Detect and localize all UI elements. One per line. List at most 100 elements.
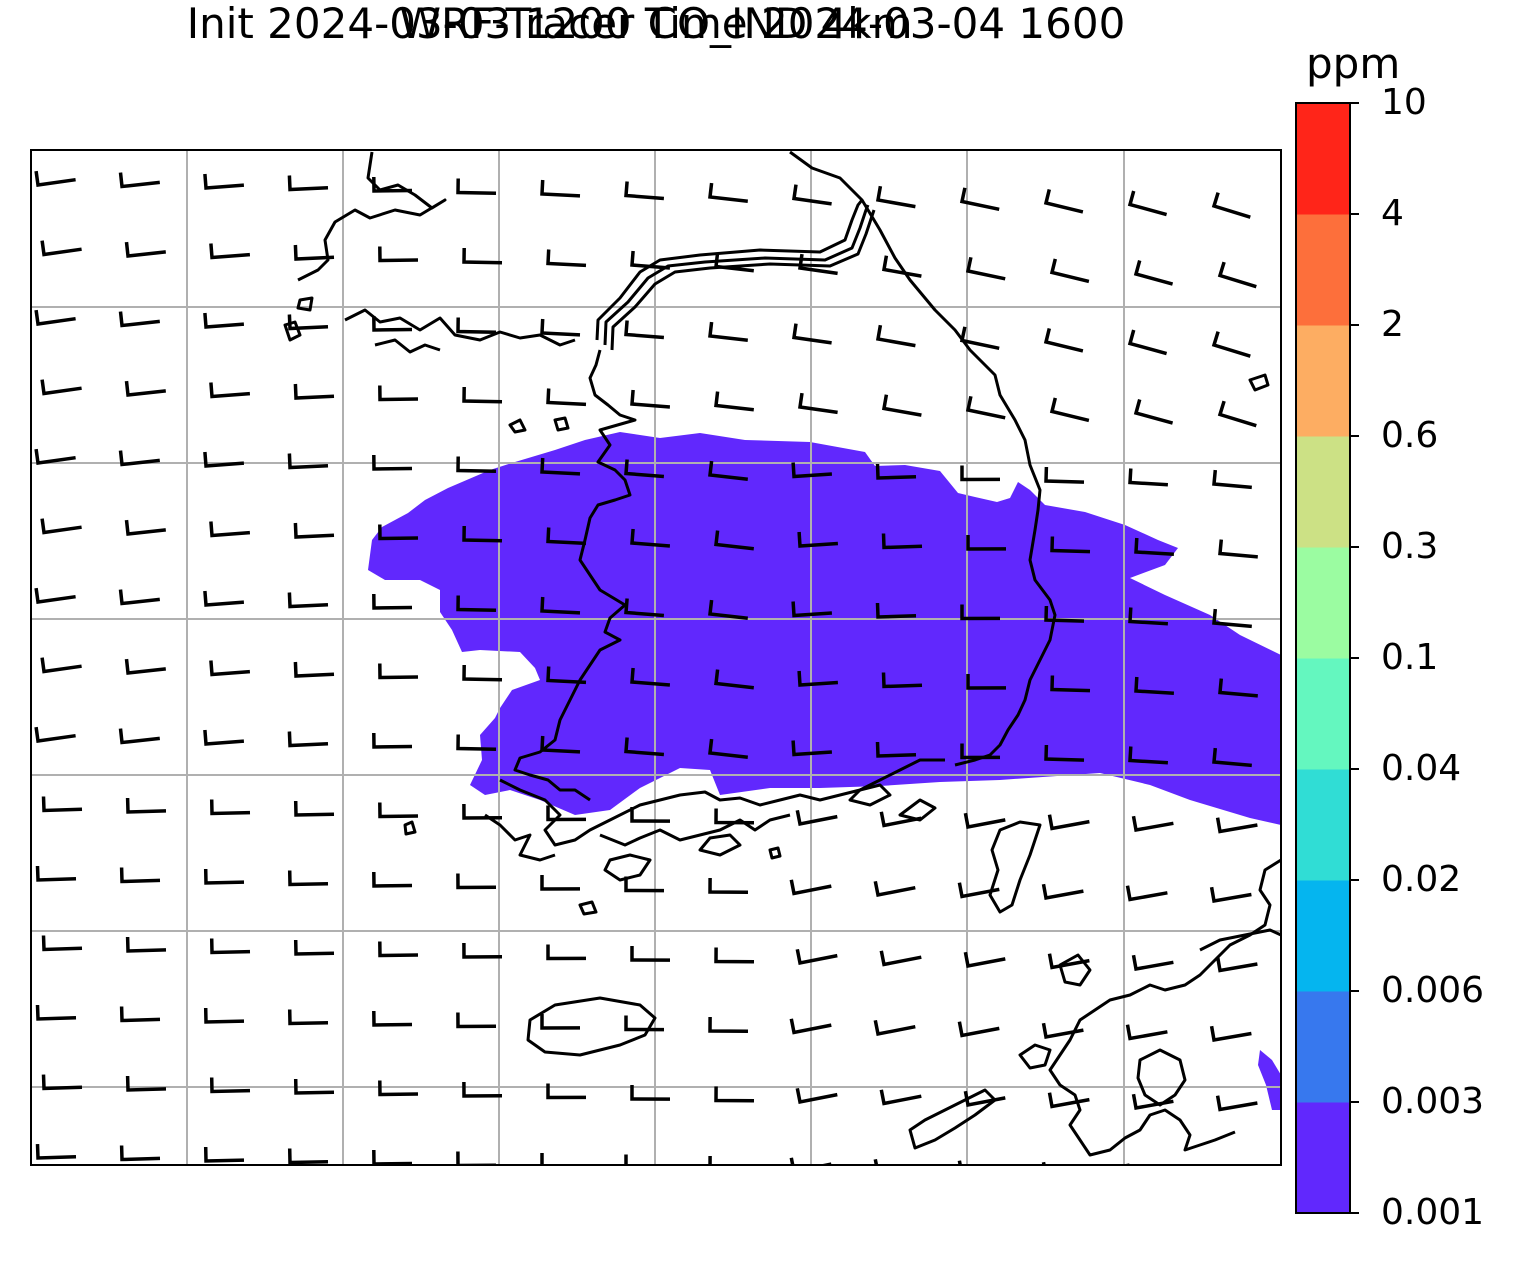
wind-barb <box>963 1090 1006 1108</box>
wind-barb <box>624 320 665 340</box>
wind-barb <box>963 951 1006 969</box>
wind-barb <box>546 805 587 822</box>
wind-barb <box>881 255 922 278</box>
wind-barb <box>1043 327 1084 353</box>
colorbar-segment <box>1296 769 1350 881</box>
wind-barb <box>372 315 413 332</box>
colorbar-segment <box>1296 1102 1350 1214</box>
wind-barb <box>456 178 497 195</box>
wind-barb <box>1131 954 1174 972</box>
wind-barb <box>1044 605 1085 623</box>
wind-barb <box>1133 399 1174 425</box>
wind-barb <box>546 944 587 961</box>
wind-barb <box>630 528 671 548</box>
wind-barb <box>965 256 1006 281</box>
wind-barb <box>456 734 497 751</box>
wind-barb <box>462 664 503 682</box>
wind-barb <box>714 252 754 273</box>
wind-barb <box>795 809 838 827</box>
wind-barb <box>456 873 497 890</box>
wind-barb <box>714 947 755 964</box>
wind-barb <box>1050 536 1091 554</box>
wind-barb <box>40 657 82 674</box>
tracer-plume-region <box>368 432 1281 1110</box>
colorbar-tick-label: 0.006 <box>1381 970 1485 1011</box>
wind-barb <box>966 535 1007 551</box>
wind-barb <box>708 182 748 203</box>
wind-barb <box>960 465 1001 482</box>
wind-barb <box>959 187 1000 212</box>
wind-barb <box>203 590 245 607</box>
wind-barb <box>287 175 329 192</box>
colorbar-tick-label: 0.1 <box>1381 637 1439 678</box>
wind-barb <box>456 1012 497 1029</box>
wind-barb <box>1218 539 1258 559</box>
wind-barb <box>708 460 748 481</box>
wind-barb <box>789 1157 832 1165</box>
wind-barb <box>1134 537 1175 557</box>
colorbar-tick-label: 10 <box>1381 82 1427 123</box>
wind-barb <box>792 323 832 345</box>
wind-barb <box>1127 329 1168 356</box>
wind-barb <box>1128 746 1169 765</box>
wind-barb <box>875 185 916 209</box>
wind-barb <box>293 383 335 400</box>
wind-barb <box>714 1086 755 1103</box>
colorbar-tick-label: 0.001 <box>1381 1192 1485 1233</box>
wind-barb <box>540 596 581 615</box>
wind-barb <box>119 1006 161 1023</box>
wind-barb <box>540 318 581 337</box>
wind-barb <box>41 796 83 813</box>
coastlines <box>283 150 1281 1157</box>
wind-barb <box>1125 1024 1168 1041</box>
colorbar-segment <box>1296 880 1350 992</box>
wind-barb <box>791 601 833 618</box>
wind-barb <box>624 459 665 479</box>
wind-barb <box>1047 1092 1090 1109</box>
wind-barb <box>1211 331 1251 358</box>
wind-barb <box>287 870 329 887</box>
wind-barb <box>372 732 413 749</box>
wind-barb <box>708 321 748 342</box>
wind-barb <box>540 735 581 754</box>
wind-barb <box>540 1153 544 1165</box>
wind-barb <box>963 812 1006 830</box>
wind-barb <box>873 1158 916 1165</box>
wind-barb <box>293 1078 335 1095</box>
wind-barb <box>708 599 748 620</box>
wind-barb <box>791 462 833 479</box>
wind-barb <box>630 1085 671 1101</box>
wind-barb <box>125 797 167 814</box>
wind-barb <box>35 865 77 882</box>
wind-barb <box>879 1089 922 1106</box>
wind-barb <box>209 938 251 955</box>
wind-barb <box>378 802 419 819</box>
wind-barb <box>462 942 503 959</box>
colorbar <box>1295 102 1359 1214</box>
wind-barb <box>546 527 587 546</box>
wind-barb <box>1209 1025 1252 1043</box>
wind-barb <box>966 674 1007 690</box>
wind-barb <box>1212 1164 1214 1165</box>
wind-barb <box>287 453 329 470</box>
wind-barb <box>795 948 838 966</box>
wind-barb <box>287 1009 329 1026</box>
wind-barb <box>125 1075 167 1092</box>
title-line-1: WRF-Tracer CO_IND 4km <box>399 0 913 48</box>
wind-barb <box>957 882 1000 899</box>
wind-barb <box>881 533 923 550</box>
wind-barb <box>1209 886 1252 904</box>
wind-barb <box>624 1015 665 1032</box>
wind-barb <box>540 1014 581 1030</box>
wind-barb <box>881 672 923 689</box>
wind-barb <box>209 660 251 677</box>
colorbar-tick-label: 0.02 <box>1381 859 1462 900</box>
wind-barb <box>125 936 167 953</box>
wind-barb <box>630 389 671 409</box>
wind-barb <box>124 241 166 258</box>
wind-barb <box>546 249 587 268</box>
map-title: WRF-Tracer CO_IND 4km <box>30 0 1282 48</box>
wind-barb <box>630 250 671 270</box>
wind-barb <box>1047 814 1090 831</box>
